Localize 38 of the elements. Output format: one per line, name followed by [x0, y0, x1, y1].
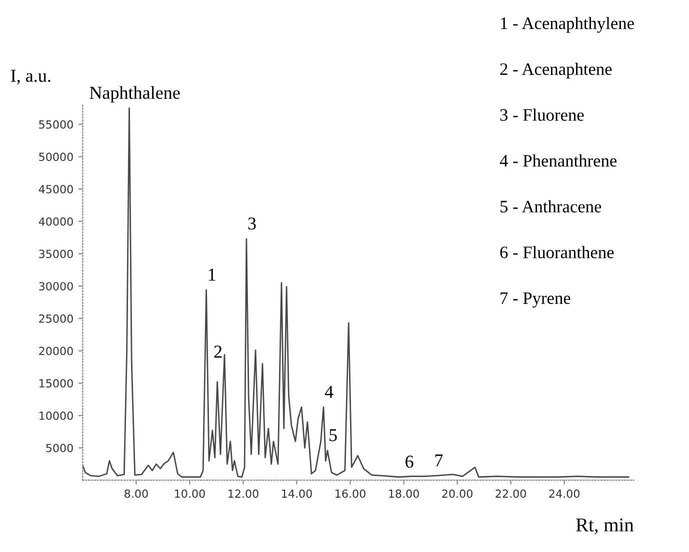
y-tick-label: 35000 — [39, 250, 73, 258]
y-tick-label: 10000 — [40, 412, 73, 420]
x-axis-title: Rt, min — [576, 518, 634, 534]
annotation: 5 - Anthracene — [500, 200, 602, 212]
annotation: 3 - Fluorene — [500, 108, 584, 121]
x-tick-label: 16.00 — [336, 489, 366, 498]
x-tick-label: 24.00 — [549, 489, 580, 498]
y-axis-title: I, a.u. — [10, 70, 50, 84]
x-tick-label: 8.00 — [124, 489, 148, 498]
text: 1 - Acenaphthylene — [501, 16, 634, 33]
x-tick-label: 22.00 — [496, 489, 526, 498]
line-series — [82, 107, 630, 478]
y-tick-label: 25000 — [39, 314, 73, 323]
annotation: 3 — [248, 217, 256, 230]
y-tick-label: 40000 — [38, 217, 73, 226]
y-tick-label: 50000 — [39, 152, 73, 162]
annotation: 7 - Pyrene — [500, 292, 570, 308]
x-tick-label: 20.00 — [442, 489, 472, 498]
y-tick-label: 55000 — [39, 120, 73, 129]
y-tick-label: 30000 — [39, 282, 73, 290]
annotation: 4 — [324, 386, 334, 398]
annotation: 5 — [330, 429, 337, 442]
y-tick-label: 5000 — [46, 444, 73, 452]
x-tick-label: 12.00 — [228, 489, 258, 498]
y-tick-label: 15000 — [40, 379, 73, 388]
annotation: 4 - Phenanthrene — [500, 154, 617, 167]
y-tick-label: 20000 — [39, 346, 73, 356]
annotation: 7 — [435, 454, 443, 466]
annotation: 2 — [214, 346, 222, 358]
annotation: 6 - Fluoranthene — [500, 246, 614, 258]
x-tick-label: 18.00 — [389, 489, 419, 498]
x-tick-label: 14.00 — [282, 489, 312, 498]
annotation: 6 — [406, 456, 414, 468]
annotation: Naphthalene — [90, 86, 180, 103]
annotation: 1 — [208, 268, 216, 281]
y-tick-label: 45000 — [38, 184, 73, 194]
x-tick-label: 10.00 — [175, 489, 205, 498]
text: 2 - Acenaphtene — [500, 62, 612, 79]
